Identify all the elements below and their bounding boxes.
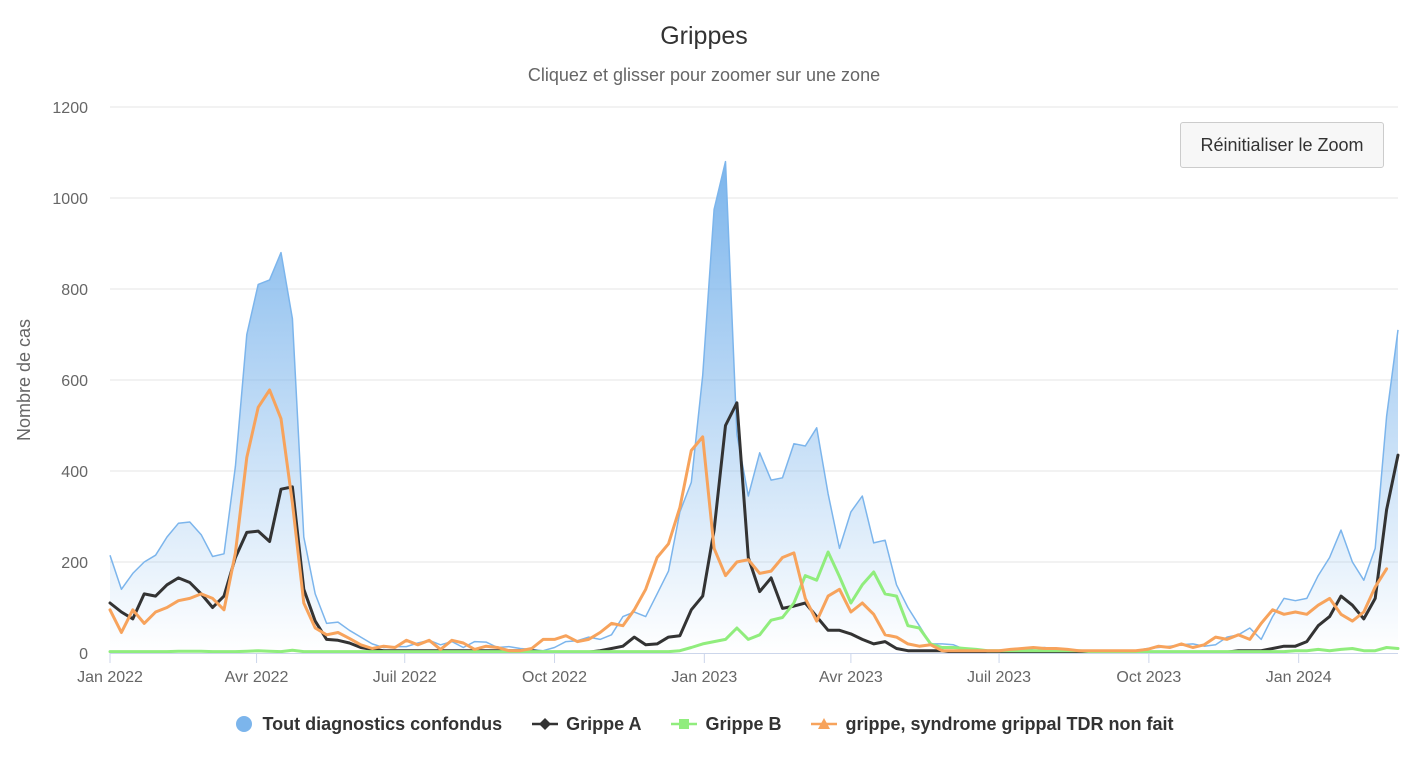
legend-label: grippe, syndrome grippal TDR non fait	[845, 713, 1174, 734]
x-tick-label: Oct 2022	[522, 669, 587, 686]
legend-item-grippe-b[interactable]: Grippe B	[671, 714, 781, 735]
series-area-fill	[110, 161, 1398, 653]
x-tick-label: Oct 2023	[1116, 669, 1181, 686]
x-tick-label: Juil 2022	[373, 669, 437, 686]
y-tick-label: 600	[61, 373, 88, 390]
x-tick-label: Jan 2022	[77, 669, 143, 686]
chart-subtitle: Cliquez et glisser pour zoomer sur une z…	[527, 65, 881, 85]
series-line-grippe-b[interactable]	[108, 550, 1400, 654]
x-tick-label: Juil 2023	[967, 669, 1031, 686]
x-tick-label: Avr 2023	[819, 669, 883, 686]
y-tick-label: 800	[61, 282, 88, 299]
y-tick-label: 1200	[52, 100, 88, 117]
x-tick-label: Jan 2024	[1266, 669, 1332, 686]
square-marker-icon	[671, 719, 698, 729]
legend-item-tout-diagnostics[interactable]: Tout diagnostics confondus	[234, 714, 502, 735]
legend-item-grippe-a[interactable]: Grippe A	[532, 714, 641, 735]
legend-label: Grippe B	[705, 713, 782, 734]
triangle-marker-icon	[811, 718, 838, 729]
y-axis-title: Nombre de cas	[14, 319, 34, 441]
legend-item-tdr-non-fait[interactable]: grippe, syndrome grippal TDR non fait	[811, 713, 1174, 735]
chart-legend: Tout diagnostics confondus Grippe A Grip…	[0, 708, 1408, 740]
chart-title: Grippes	[660, 22, 748, 50]
series-line-tdr-non-fait[interactable]	[108, 388, 1389, 653]
x-tick-label: Avr 2022	[225, 669, 289, 686]
y-tick-label: 1000	[52, 191, 88, 208]
y-tick-label: 200	[61, 555, 88, 572]
x-tick-label: Jan 2023	[671, 669, 737, 686]
diamond-marker-icon	[532, 718, 559, 730]
y-tick-label: 400	[61, 464, 88, 481]
legend-label: Tout diagnostics confondus	[262, 713, 503, 734]
legend-label: Grippe A	[566, 713, 642, 734]
y-tick-label: 0	[79, 646, 88, 663]
reset-zoom-button[interactable]: Réinitialiser le Zoom	[1180, 122, 1384, 168]
circle-marker-icon	[236, 716, 253, 732]
